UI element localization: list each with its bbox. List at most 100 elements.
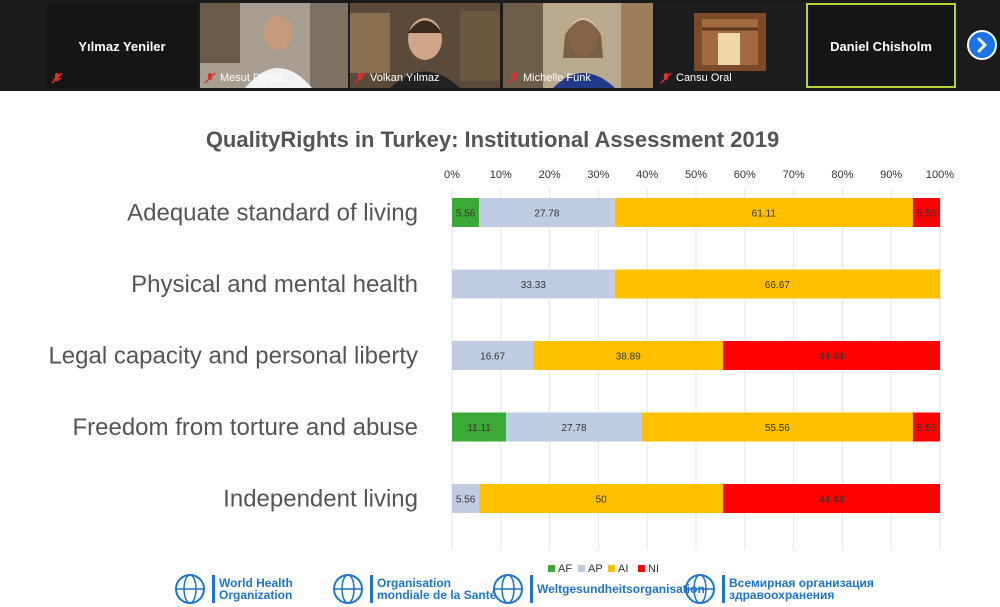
bar-segment-ai <box>533 341 724 370</box>
bar-segment-ap <box>479 198 615 227</box>
logo-divider <box>530 575 533 603</box>
data-label: 16.67 <box>480 352 505 363</box>
logo-divider <box>212 575 215 603</box>
bar-segment-ni <box>723 341 940 370</box>
logo-text: здравоохранения <box>729 588 835 602</box>
who-logo-fr: Organisation mondiale de la Santé <box>330 571 496 607</box>
bar-segment-ni <box>723 484 940 513</box>
participant-name: Volkan Yılmaz <box>370 72 440 84</box>
who-logo-ru: Всемирная организация здравоохранения <box>682 571 874 607</box>
category-label: Freedom from torture and abuse <box>72 414 418 441</box>
participant-tile-michelle[interactable]: Michelle Funk <box>503 3 653 88</box>
category-label: Legal capacity and personal liberty <box>48 343 418 370</box>
data-label: 5.56 <box>917 423 937 434</box>
legend-swatch <box>578 565 585 572</box>
bar-segment-af <box>452 198 480 227</box>
logo-text: mondiale de la Santé <box>377 588 497 602</box>
who-logo-en: World Health Organization <box>172 571 293 607</box>
legend-swatch <box>548 565 555 572</box>
logo-text: World Health <box>219 576 293 590</box>
mic-muted-icon <box>204 72 216 84</box>
video-feed <box>656 3 804 88</box>
logo-text: Weltgesundheitsorganisation <box>537 582 705 596</box>
participant-tile-mesut[interactable]: Mesut Demir... <box>200 3 348 88</box>
next-page-button[interactable] <box>967 30 997 60</box>
bar-segment-af <box>452 412 507 442</box>
participant-name: Mesut Demir... <box>220 72 291 84</box>
logo-divider <box>370 575 373 603</box>
bar-segment-ni <box>912 412 941 442</box>
x-tick-label: 60% <box>734 169 756 181</box>
category-label: Independent living <box>223 486 418 513</box>
legend-swatch <box>638 565 645 572</box>
who-emblem-icon <box>175 574 205 604</box>
video-feed <box>503 3 653 88</box>
mic-muted-icon <box>660 72 672 84</box>
data-label: 44.44 <box>819 495 844 506</box>
x-tick-label: 0% <box>444 169 460 181</box>
x-tick-label: 80% <box>831 169 853 181</box>
data-label: 44.44 <box>819 352 844 363</box>
bar-segment-ap <box>452 341 534 370</box>
participant-name: Michelle Funk <box>523 72 591 84</box>
participant-tile-cansu[interactable]: Cansu Oral <box>656 3 804 88</box>
bar-segment-ap <box>506 412 642 442</box>
x-tick-label: 30% <box>587 169 609 181</box>
who-emblem-icon <box>493 574 523 604</box>
logo-text: Всемирная организация <box>729 576 874 590</box>
who-emblem-icon <box>333 574 363 604</box>
who-logo-de: Weltgesundheitsorganisation <box>490 571 705 607</box>
bar-segment-ai <box>479 484 724 513</box>
data-label: 5.56 <box>456 495 476 506</box>
video-feed <box>200 3 348 88</box>
participant-strip: Yılmaz Yeniler Mesut Demir... V <box>0 0 1000 91</box>
x-tick-label: 10% <box>490 169 512 181</box>
bar-segment-ai <box>614 269 940 299</box>
participant-name: Cansu Oral <box>676 72 732 84</box>
logo-text: Organisation <box>377 576 452 590</box>
category-label: Physical and mental health <box>131 271 418 298</box>
data-label: 27.78 <box>534 209 559 220</box>
chart-title: QualityRights in Turkey: Institutional A… <box>205 127 780 152</box>
logo-text: Organization <box>219 588 293 602</box>
bar-segment-ni <box>912 198 941 227</box>
bar-segment-ai <box>641 412 913 442</box>
legend-swatch <box>608 565 615 572</box>
participant-tile-yilmaz[interactable]: Yılmaz Yeniler <box>47 3 197 88</box>
participant-tile-daniel[interactable]: Daniel Chisholm <box>806 3 956 88</box>
participant-name: Yılmaz Yeniler <box>78 39 166 54</box>
legend-label: AI <box>618 563 628 575</box>
who-emblem-icon <box>685 574 715 604</box>
participant-tile-volkan[interactable]: Volkan Yılmaz <box>350 3 500 88</box>
x-tick-label: 90% <box>880 169 902 181</box>
data-label: 33.33 <box>521 280 546 291</box>
x-tick-label: 40% <box>636 169 658 181</box>
bar-segment-ap <box>452 484 480 513</box>
data-label: 55.56 <box>765 423 790 434</box>
data-label: 38.89 <box>616 352 641 363</box>
data-label: 27.78 <box>561 423 586 434</box>
bar-segment-ai <box>614 198 913 227</box>
category-label: Adequate standard of living <box>127 200 418 227</box>
data-label: 61.11 <box>752 209 777 220</box>
mic-muted-icon <box>51 72 63 84</box>
data-label: 11.11 <box>467 423 491 434</box>
data-label: 5.56 <box>456 209 476 220</box>
legend-label: NI <box>648 563 659 575</box>
x-tick-label: 20% <box>539 169 561 181</box>
video-feed <box>350 3 500 88</box>
bar-segment-ap <box>452 269 615 299</box>
legend-label: AP <box>588 563 603 575</box>
x-tick-label: 100% <box>926 169 954 181</box>
legend-label: AF <box>558 563 572 575</box>
x-tick-label: 70% <box>783 169 805 181</box>
chevron-right-icon <box>977 37 987 53</box>
x-tick-label: 50% <box>685 169 707 181</box>
data-label: 50 <box>596 495 608 506</box>
logo-divider <box>722 575 725 603</box>
data-label: 5.56 <box>917 209 937 220</box>
participant-name: Daniel Chisholm <box>830 39 932 54</box>
stacked-bar-chart: 0% 10% 20% 30% 40% 50% 60% 70% 80% 90% 100% Adequat… <box>48 169 954 575</box>
mic-muted-icon <box>354 72 366 84</box>
data-label: 66.67 <box>765 280 790 291</box>
